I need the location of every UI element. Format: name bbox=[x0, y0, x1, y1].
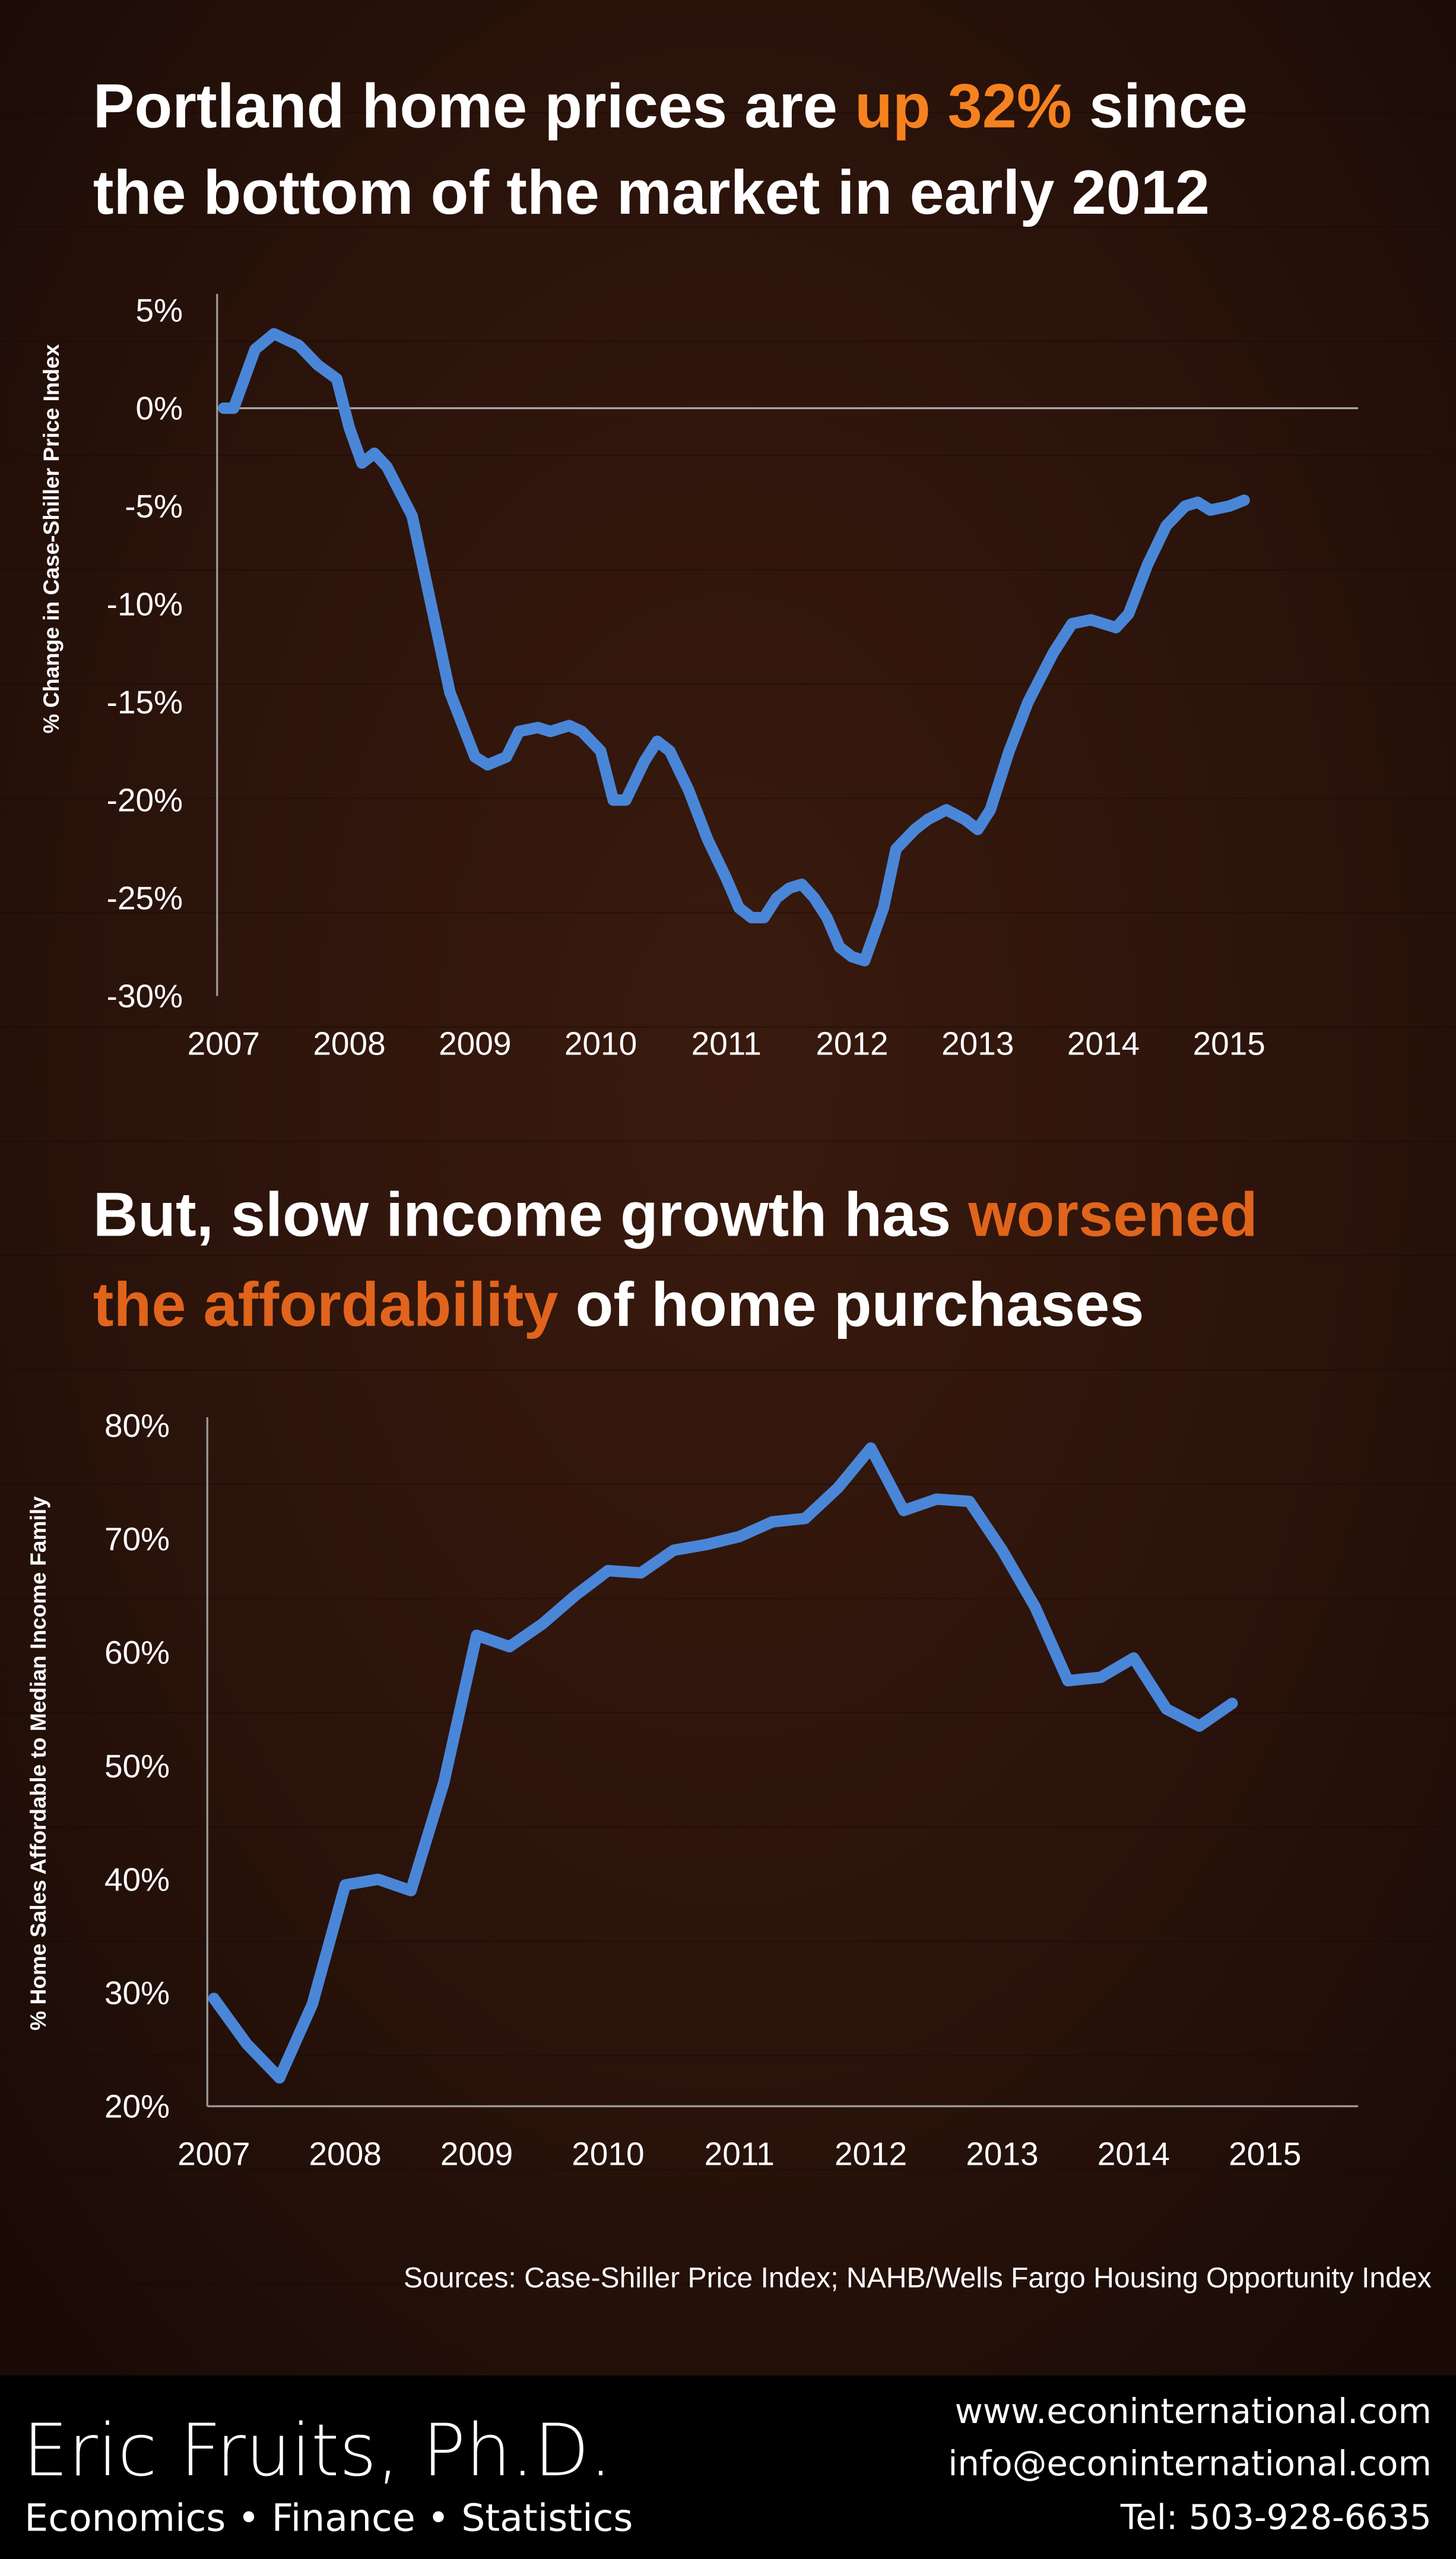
x-tick-label: 2012 bbox=[835, 2135, 907, 2172]
x-tick-label: 2014 bbox=[1097, 2135, 1170, 2172]
x-tick-label: 2010 bbox=[564, 1025, 637, 1062]
chart-price-index: % Change in Case-Shiller Price Index 5% 0… bbox=[39, 292, 1358, 1062]
headline2-line1: But, slow income growth has worsened bbox=[93, 1180, 1258, 1250]
footer-phone: Tel: 503-928-6635 bbox=[1120, 2497, 1432, 2538]
y-tick-label: 5% bbox=[136, 292, 183, 329]
x-tick-label: 2011 bbox=[691, 1025, 762, 1062]
y-tick-label: -5% bbox=[125, 488, 183, 525]
y-tick-label: 0% bbox=[136, 390, 183, 427]
affordability-line bbox=[208, 1442, 1238, 2084]
x-tick-label: 2009 bbox=[439, 1025, 511, 1062]
chart-affordability: % Home Sales Affordable to Median Income… bbox=[26, 1407, 1358, 2172]
footer-tagline: Economics • Finance • Statistics bbox=[24, 2495, 633, 2539]
footer-name: Eric Fruits, Ph.D. bbox=[23, 2409, 613, 2493]
price-index-line bbox=[218, 328, 1250, 967]
x-tick-label: 2007 bbox=[177, 2135, 250, 2172]
y-tick-label: 70% bbox=[104, 1521, 170, 1557]
x-tick-label: 2009 bbox=[440, 2135, 513, 2172]
headline1-line2: the bottom of the market in early 2012 bbox=[93, 158, 1210, 227]
y-tick-label: -20% bbox=[107, 782, 183, 819]
x-tick-label: 2008 bbox=[309, 2135, 381, 2172]
y-tick-label: -30% bbox=[107, 978, 183, 1015]
headline1-line1: Portland home prices are up 32% since bbox=[93, 71, 1248, 141]
y-tick-label: 80% bbox=[104, 1407, 170, 1444]
y-tick-label: -15% bbox=[107, 684, 183, 721]
x-tick-label: 2010 bbox=[572, 2135, 644, 2172]
x-tick-label: 2011 bbox=[705, 2135, 775, 2172]
x-tick-label: 2012 bbox=[816, 1025, 888, 1062]
x-tick-label: 2015 bbox=[1193, 1025, 1265, 1062]
x-tick-label: 2008 bbox=[313, 1025, 385, 1062]
y-tick-label: 40% bbox=[104, 1861, 170, 1898]
y-tick-label: -10% bbox=[107, 586, 183, 623]
footer-website-link[interactable]: www.econinternational.com bbox=[955, 2391, 1432, 2431]
y-tick-label: 30% bbox=[104, 1975, 170, 2012]
x-tick-label: 2013 bbox=[941, 1025, 1014, 1062]
x-tick-label: 2007 bbox=[188, 1025, 260, 1062]
y-tick-label: 20% bbox=[104, 2088, 170, 2125]
y-tick-label: 50% bbox=[104, 1747, 170, 1784]
x-tick-label: 2015 bbox=[1229, 2135, 1301, 2172]
y-tick-label: 60% bbox=[104, 1634, 170, 1671]
footer-email-link[interactable]: info@econinternational.com bbox=[948, 2443, 1431, 2484]
y-axis-label: % Home Sales Affordable to Median Income… bbox=[26, 1496, 50, 2031]
footer-band bbox=[0, 2376, 1456, 2559]
y-axis-label: % Change in Case-Shiller Price Index bbox=[39, 344, 64, 733]
headline2-line2: the affordability of home purchases bbox=[93, 1270, 1144, 1339]
x-tick-label: 2013 bbox=[966, 2135, 1038, 2172]
sources-note: Sources: Case-Shiller Price Index; NAHB/… bbox=[404, 2262, 1432, 2294]
y-tick-label: -25% bbox=[107, 880, 183, 917]
x-tick-label: 2014 bbox=[1067, 1025, 1140, 1062]
